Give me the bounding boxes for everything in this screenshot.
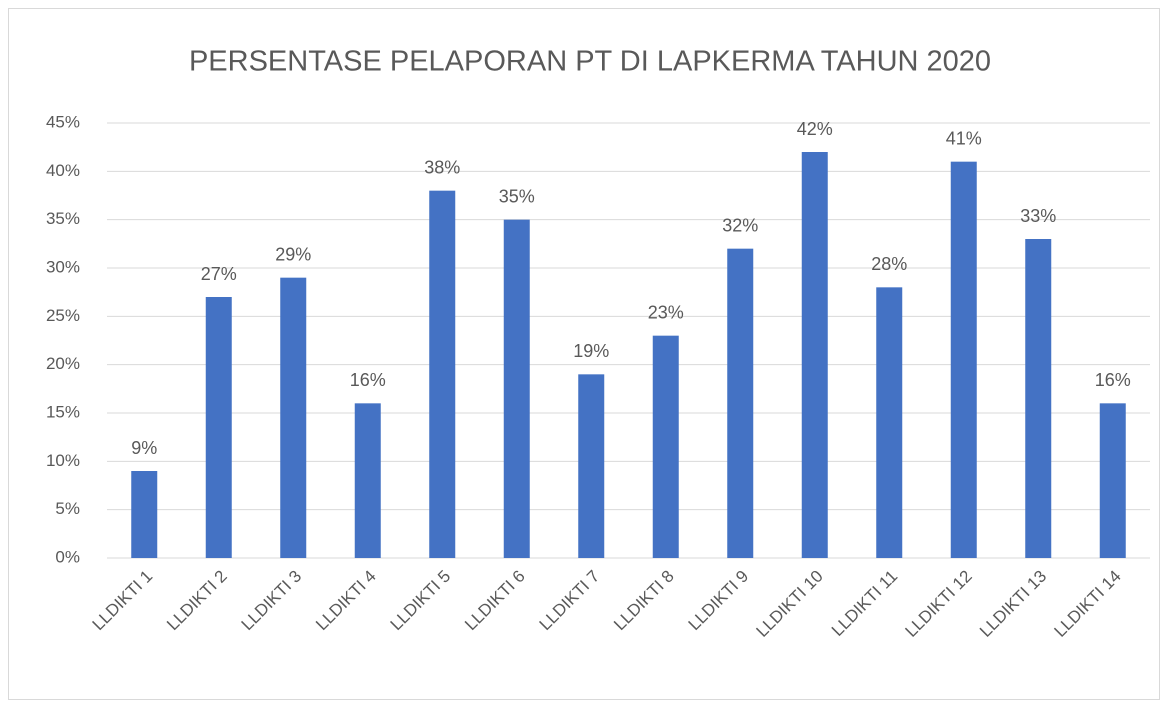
- data-label: 38%: [424, 157, 460, 177]
- bar: [727, 248, 754, 558]
- data-label: 27%: [201, 264, 237, 284]
- data-label: 42%: [797, 119, 833, 139]
- y-tick-label: 10%: [46, 451, 80, 470]
- y-tick-label: 5%: [55, 499, 80, 518]
- bar: [429, 190, 456, 558]
- bar: [578, 374, 605, 558]
- bar: [205, 297, 232, 558]
- data-label: 35%: [499, 186, 535, 206]
- data-label: 41%: [946, 128, 982, 148]
- bar: [1025, 239, 1052, 558]
- y-tick-label: 30%: [46, 257, 80, 276]
- bar: [280, 277, 307, 558]
- bar: [876, 287, 903, 558]
- y-tick-label: 0%: [55, 547, 80, 566]
- data-label: 23%: [648, 302, 684, 322]
- bar: [131, 471, 158, 558]
- data-label: 33%: [1020, 206, 1056, 226]
- data-label: 29%: [275, 244, 311, 264]
- bar: [950, 161, 977, 558]
- data-label: 16%: [1095, 370, 1131, 390]
- y-tick-label: 25%: [46, 306, 80, 325]
- y-tick-label: 15%: [46, 402, 80, 421]
- bar: [652, 335, 679, 558]
- y-tick-label: 20%: [46, 354, 80, 373]
- data-label: 32%: [722, 215, 758, 235]
- chart-title: PERSENTASE PELAPORAN PT DI LAPKERMA TAHU…: [189, 46, 991, 78]
- data-label: 28%: [871, 254, 907, 274]
- data-label: 9%: [131, 438, 157, 458]
- y-tick-label: 40%: [46, 161, 80, 180]
- y-tick-label: 45%: [46, 112, 80, 131]
- bar: [503, 219, 530, 558]
- bar: [801, 152, 828, 558]
- y-tick-label: 35%: [46, 209, 80, 228]
- data-label: 16%: [350, 370, 386, 390]
- data-label: 19%: [573, 341, 609, 361]
- bar: [1099, 403, 1126, 558]
- bar: [354, 403, 381, 558]
